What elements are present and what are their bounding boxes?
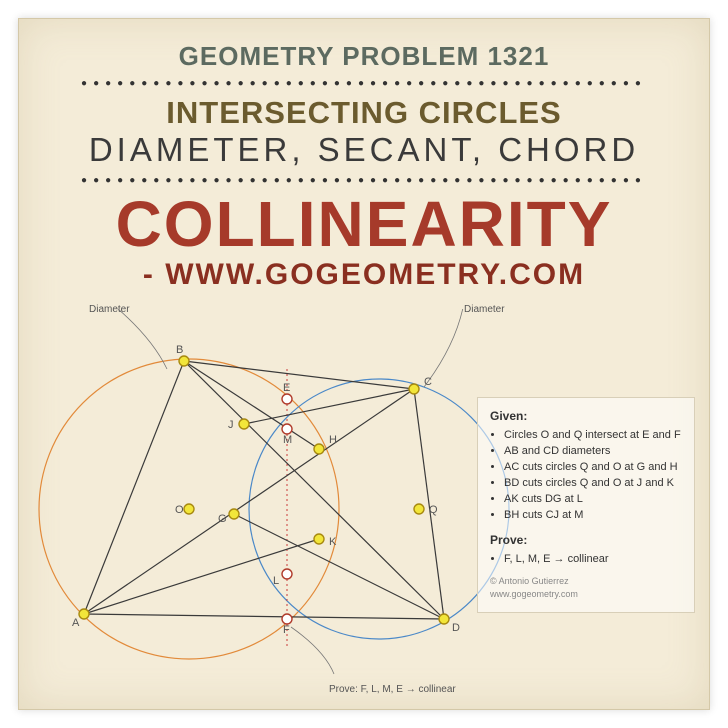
title-terms: DIAMETER, SECANT, CHORD xyxy=(49,131,679,169)
svg-text:C: C xyxy=(424,376,432,388)
given-item: Circles O and Q intersect at E and F xyxy=(504,428,682,444)
credit-line: © Antonio Gutierrez www.gogeometry.com xyxy=(490,575,682,601)
svg-text:O: O xyxy=(175,504,184,516)
title-subject: INTERSECTING CIRCLES xyxy=(49,95,679,131)
svg-text:M: M xyxy=(283,434,292,446)
svg-text:K: K xyxy=(329,536,337,548)
given-list: Circles O and Q intersect at E and FAB a… xyxy=(504,428,682,524)
divider-dots: ●●●●●●●●●●●●●●●●●●●●●●●●●●●●●●●●●●●●●●●●… xyxy=(49,78,679,89)
given-heading: Given: xyxy=(490,409,527,423)
given-panel: Given: Circles O and Q intersect at E an… xyxy=(477,397,695,613)
svg-text:L: L xyxy=(273,575,279,587)
prove-list: F, L, M, E → collinear xyxy=(504,552,682,568)
svg-text:F: F xyxy=(283,624,290,636)
svg-text:A: A xyxy=(72,617,80,629)
title-url: - WWW.GOGEOMETRY.COM xyxy=(49,258,679,292)
credit-name: © Antonio Gutierrez xyxy=(490,576,569,586)
svg-text:Q: Q xyxy=(429,504,438,516)
poster-frame: GEOMETRY PROBLEM 1321 ●●●●●●●●●●●●●●●●●●… xyxy=(18,18,710,710)
credit-url: www.gogeometry.com xyxy=(490,589,578,599)
svg-text:D: D xyxy=(452,622,460,634)
given-item: AC cuts circles Q and O at G and H xyxy=(504,460,682,476)
given-item: AB and CD diameters xyxy=(504,444,682,460)
given-item: BD cuts circles Q and O at J and K xyxy=(504,476,682,492)
svg-text:G: G xyxy=(218,513,227,525)
prove-item: F, L, M, E → collinear xyxy=(504,552,682,568)
annotation-prove: Prove: F, L, M, E → collinear xyxy=(329,684,456,695)
svg-text:B: B xyxy=(176,344,183,356)
given-item: BH cuts CJ at M xyxy=(504,508,682,524)
prove-heading: Prove: xyxy=(490,533,527,547)
divider-dots: ●●●●●●●●●●●●●●●●●●●●●●●●●●●●●●●●●●●●●●●●… xyxy=(49,175,679,186)
svg-text:H: H xyxy=(329,434,337,446)
header-block: GEOMETRY PROBLEM 1321 ●●●●●●●●●●●●●●●●●●… xyxy=(19,19,709,298)
title-main: COLLINEARITY xyxy=(49,192,679,256)
svg-text:E: E xyxy=(283,382,290,394)
svg-text:J: J xyxy=(228,419,234,431)
title-problem-number: GEOMETRY PROBLEM 1321 xyxy=(49,41,679,72)
given-item: AK cuts DG at L xyxy=(504,492,682,508)
